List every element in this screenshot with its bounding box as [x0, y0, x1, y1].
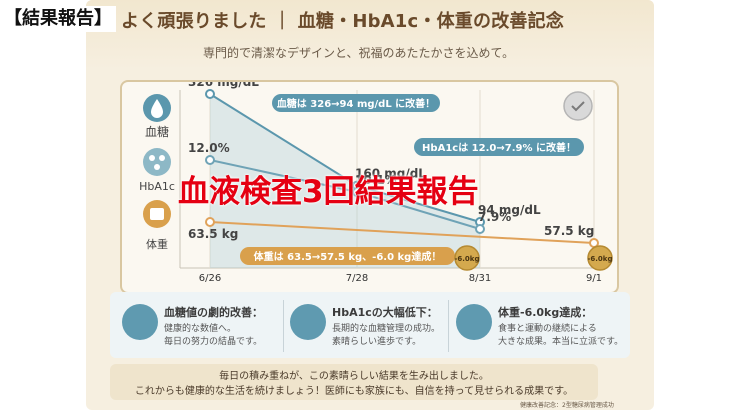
features-band — [110, 292, 630, 358]
feature-title: 体重-6.0kg達成： — [498, 306, 593, 319]
x-tick-labels: 6/26 7/28 8/31 9/1 — [199, 273, 602, 284]
molecule-icon — [143, 148, 171, 176]
overlay-caption: 血液検査3回結果報告 — [178, 174, 479, 210]
annotations: 血糖は 326→94 mg/dL に改善！ HbA1cは 12.0→7.9% に改… — [240, 94, 584, 265]
result-report-tag: 【結果報告】 — [0, 6, 116, 32]
water-drop-shape — [151, 99, 163, 118]
series-label-glucose: 血糖 — [145, 124, 169, 139]
feature-glucose: 血糖値の劇的改善： 健康的な数値へ。 毎日の努力の結晶です。 — [122, 296, 277, 356]
message-line-1: 毎日の積み重ねが、この素晴らしい結果を生み出しました。 — [219, 371, 489, 382]
annotation-text: 体重は 63.5→57.5 kg、-6.0 kg達成！ — [254, 250, 442, 263]
feature-line: 長期的な血糖管理の成功。 — [332, 324, 441, 334]
page-subtitle: 専門的で清潔なデザインと、祝福のあたたかさを込めて。 — [203, 46, 515, 60]
divider — [283, 300, 284, 352]
area-fills — [210, 94, 480, 268]
feature-line: 毎日の努力の結晶です。 — [164, 337, 263, 347]
annotation-bubble — [240, 247, 455, 265]
feature-title: 血糖値の劇的改善： — [164, 306, 263, 319]
glucose-area — [210, 94, 480, 268]
badge-text: -6.0kg — [455, 255, 480, 263]
weight-category: 体重 — [143, 200, 171, 251]
data-point — [352, 186, 362, 197]
message-box — [110, 364, 598, 400]
x-tick-label: 8/31 — [469, 273, 491, 284]
glucose-category: 血糖 — [143, 94, 171, 139]
data-label: 7.9% — [478, 210, 511, 224]
data-point — [205, 217, 215, 227]
badges: -6.0kg -6.0kg — [454, 245, 613, 271]
medal-badge — [454, 245, 480, 271]
data-label: 63.5 kg — [188, 227, 238, 241]
feature-line: 食事と運動の継続による — [498, 324, 597, 334]
feature-line: 健康的な数値へ。 — [164, 324, 237, 334]
data-label: 326 mg/dL — [188, 82, 259, 89]
feature-line: 大きな成果。本当に立派です。 — [498, 337, 624, 347]
series-label-hba1c: HbA1c — [139, 180, 175, 193]
annotation-bubble — [414, 138, 584, 156]
data-point — [205, 89, 215, 99]
annotation-text: 血糖は 326→94 mg/dL に改善！ — [277, 97, 435, 110]
grid — [209, 90, 595, 268]
data-label: 160 mg/dL — [355, 167, 426, 181]
feature-weight: 体重-6.0kg達成： 食事と運動の継続による 大きな成果。本当に立派です。 — [456, 296, 626, 356]
data-label: 94 mg/dL — [478, 203, 541, 217]
x-tick-label: 6/26 — [199, 273, 221, 284]
data-point — [475, 224, 485, 234]
scale-icon — [456, 304, 492, 340]
molecule-icon — [290, 304, 326, 340]
data-points — [205, 89, 599, 248]
annotation-bubble — [272, 94, 440, 112]
ribbon-medal-icon — [563, 91, 593, 121]
series-line-2 — [209, 221, 595, 244]
data-label: 57.5 kg — [544, 224, 594, 238]
page-title: よく頑張りました ｜ 血糖・HbA1c・体重の改善記念 — [121, 11, 565, 32]
feature-hba1c: HbA1cの大幅低下： 長期的な血糖管理の成功。 素晴らしい進歩です。 — [290, 296, 445, 356]
divider — [448, 300, 449, 352]
data-labels: 326 mg/dL 160 mg/dL 94 mg/dL 12.0% 10.1% 7.9%… — [188, 82, 594, 241]
annotation-text: HbA1cは 12.0→7.9% に改善！ — [422, 141, 576, 154]
feature-line: 素晴らしい進歩です。 — [332, 337, 422, 347]
footer-caption: 健康改善記念：2型糖尿病管理成功 — [520, 402, 614, 409]
badge-text: -6.0kg — [588, 255, 613, 263]
hba1c-category: HbA1c — [139, 148, 175, 193]
series-label-weight: 体重 — [146, 237, 168, 251]
data-point — [205, 155, 215, 165]
data-label: 12.0% — [188, 141, 230, 155]
feature-title: HbA1cの大幅低下： — [332, 306, 438, 319]
x-tick-label: 7/28 — [346, 273, 368, 284]
water-drop-icon — [122, 304, 158, 340]
medal-badge — [587, 245, 613, 271]
data-label: 10.1% — [355, 173, 397, 187]
chart-svg: 血糖 HbA1c 体重 326 mg/dL 160 mg/dL 94 mg/dL 12… — [139, 82, 613, 284]
message-line-2: これからも健康的な生活を続けましょう！医師にも家族にも、自信を持って見せられる成… — [134, 386, 574, 397]
x-tick-label: 9/1 — [586, 273, 602, 284]
